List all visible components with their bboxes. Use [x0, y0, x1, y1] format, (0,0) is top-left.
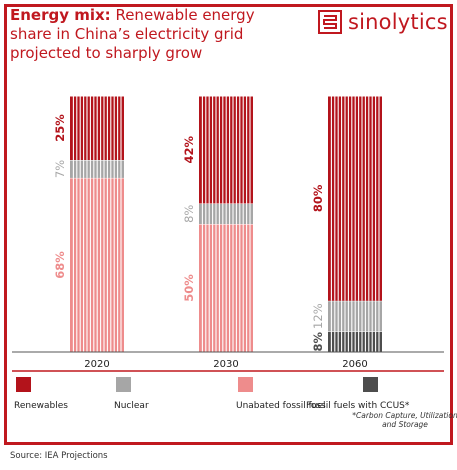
bar-segment — [328, 331, 382, 352]
data-label: 8% — [182, 205, 196, 223]
chart-frame — [4, 4, 453, 445]
title-bold: Energy mix: — [10, 6, 111, 24]
data-label: 8% — [311, 332, 325, 352]
legend-label: Fossil fuels with CCUS* — [306, 401, 410, 411]
x-tick-label: 2030 — [213, 359, 238, 370]
legend-swatch — [116, 377, 131, 392]
x-tick-label: 2060 — [342, 359, 367, 370]
data-label: 42% — [182, 136, 196, 164]
legend-swatch — [238, 377, 253, 392]
legend-swatch — [16, 377, 31, 392]
bar-segment — [70, 95, 124, 160]
bar-segment — [199, 95, 253, 204]
title-rest: Renewable energy share in China’s electr… — [10, 6, 255, 62]
data-label: 80% — [311, 184, 325, 212]
bar-segment — [199, 203, 253, 224]
bar-segment — [199, 223, 253, 352]
bar-segment — [70, 177, 124, 352]
brand-name: sinolytics — [348, 10, 448, 34]
legend-footnote: *Carbon Capture, Utilization — [352, 411, 457, 420]
brand-logo: sinolytics — [318, 10, 448, 34]
data-label: 25% — [53, 114, 67, 142]
legend-label: Renewables — [14, 401, 68, 411]
legend-footnote-cont: and Storage — [382, 420, 428, 429]
legend-label: Nuclear — [114, 401, 149, 411]
source-note: Source: IEA Projections — [10, 451, 108, 461]
data-label: 12% — [311, 303, 325, 329]
data-label: 50% — [182, 274, 196, 302]
sinolytics-logo-icon — [318, 10, 342, 34]
x-tick-label: 2020 — [84, 359, 109, 370]
bar-segment — [70, 159, 124, 178]
data-label: 68% — [53, 251, 67, 279]
data-label: 7% — [53, 160, 67, 178]
bar-segment — [328, 95, 382, 301]
legend-label: Unabated fossil fuel — [236, 401, 326, 411]
chart-title: Energy mix: Renewable energy share in Ch… — [10, 6, 300, 63]
bar-segment — [328, 300, 382, 332]
legend-swatch — [363, 377, 378, 392]
